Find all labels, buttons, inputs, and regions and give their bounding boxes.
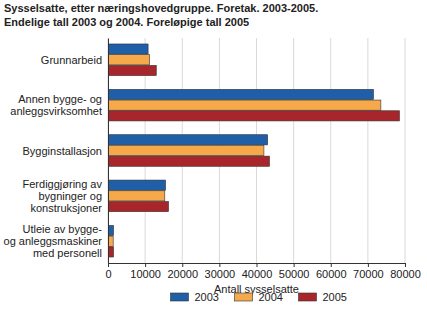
grid (108, 38, 405, 263)
legend-swatch (299, 293, 317, 301)
tick-label: 60000 (316, 268, 347, 280)
tick-label: 20000 (167, 268, 198, 280)
legend-label: 2004 (259, 291, 283, 303)
grid-line (367, 38, 368, 263)
tick: 0 (105, 263, 111, 280)
bar (108, 100, 381, 110)
legend-swatch (171, 293, 189, 301)
tick: Utleie av bygge-og anleggsmaskinermed pe… (4, 223, 103, 259)
bars (108, 44, 399, 257)
tick-label: 70000 (353, 268, 384, 280)
x-axis-title: Antall sysselsatte (214, 283, 299, 295)
tick: 30000 (205, 263, 236, 280)
tick: Bygginstallasjon (23, 145, 103, 157)
legend: 2003 2004 2005 (171, 291, 347, 303)
bar (108, 191, 165, 201)
tick: 70000 (353, 263, 384, 280)
tick-label: 0 (105, 268, 111, 280)
tick-mark (294, 263, 295, 267)
tick: 10000 (130, 263, 161, 280)
bar (108, 55, 150, 65)
tick: 60000 (316, 263, 347, 280)
grid-line (293, 38, 294, 263)
chart: Sysselsatte, etter næringshovedgruppe. F… (0, 0, 427, 309)
tick-mark (368, 263, 369, 267)
tick: Grunnarbeid (41, 54, 102, 66)
grid-line (405, 38, 406, 263)
title: Sysselsatte, etter næringshovedgruppe. F… (4, 2, 318, 14)
plot: 0 10000 20000 30000 40000 50000 60000 70000 8000… (4, 38, 421, 280)
bar (108, 89, 373, 99)
tick-mark (108, 263, 109, 267)
tick-label: 30000 (205, 268, 236, 280)
bar (108, 145, 264, 155)
tick-mark (405, 263, 406, 267)
bar (108, 156, 269, 166)
grid-line (330, 38, 331, 263)
tick-label: 10000 (130, 268, 161, 280)
tick-mark (331, 263, 332, 267)
legend-swatch (235, 293, 253, 301)
bar (108, 65, 156, 75)
bar (108, 180, 166, 190)
bar (108, 111, 399, 121)
category-label: Ferdiggjøring avbygninger ogkonstruksjon… (23, 178, 103, 214)
tick: 20000 (167, 263, 198, 280)
y-axis: Grunnarbeid Annen bygge- oganleggsvirksom… (4, 39, 109, 264)
bar (108, 201, 169, 211)
tick-mark (182, 263, 183, 267)
grid-line (108, 38, 109, 263)
tick-label: 50000 (279, 268, 310, 280)
legend-label: 2005 (323, 291, 347, 303)
tick: 80000 (390, 263, 421, 280)
bar (108, 135, 268, 145)
legend-item: 2005 (299, 291, 347, 303)
legend-label: 2003 (195, 291, 219, 303)
y-axis-line (108, 39, 109, 264)
tick-mark (145, 263, 146, 267)
tick-mark (257, 263, 258, 267)
x-axis-line (109, 264, 406, 268)
tick: Ferdiggjøring avbygninger ogkonstruksjon… (23, 178, 103, 214)
tick: 40000 (242, 263, 273, 280)
tick: 50000 (279, 263, 310, 280)
x-axis: 0 10000 20000 30000 40000 50000 60000 70000 8000… (105, 263, 420, 280)
category-label: Utleie av bygge-og anleggsmaskinermed pe… (4, 223, 103, 259)
bar (108, 44, 148, 54)
tick-mark (219, 263, 220, 267)
category-label: Bygginstallasjon (23, 145, 103, 157)
tick-label: 40000 (242, 268, 273, 280)
category-label: Annen bygge- oganleggsvirksomhet (10, 93, 102, 117)
legend-item: 2003 (171, 291, 219, 303)
subtitle: Endelige tall 2003 og 2004. Foreløpige t… (4, 16, 249, 28)
category-label: Grunnarbeid (41, 54, 102, 66)
tick: Annen bygge- oganleggsvirksomhet (10, 93, 102, 117)
legend-item: 2004 (235, 291, 283, 303)
tick-label: 80000 (390, 268, 421, 280)
